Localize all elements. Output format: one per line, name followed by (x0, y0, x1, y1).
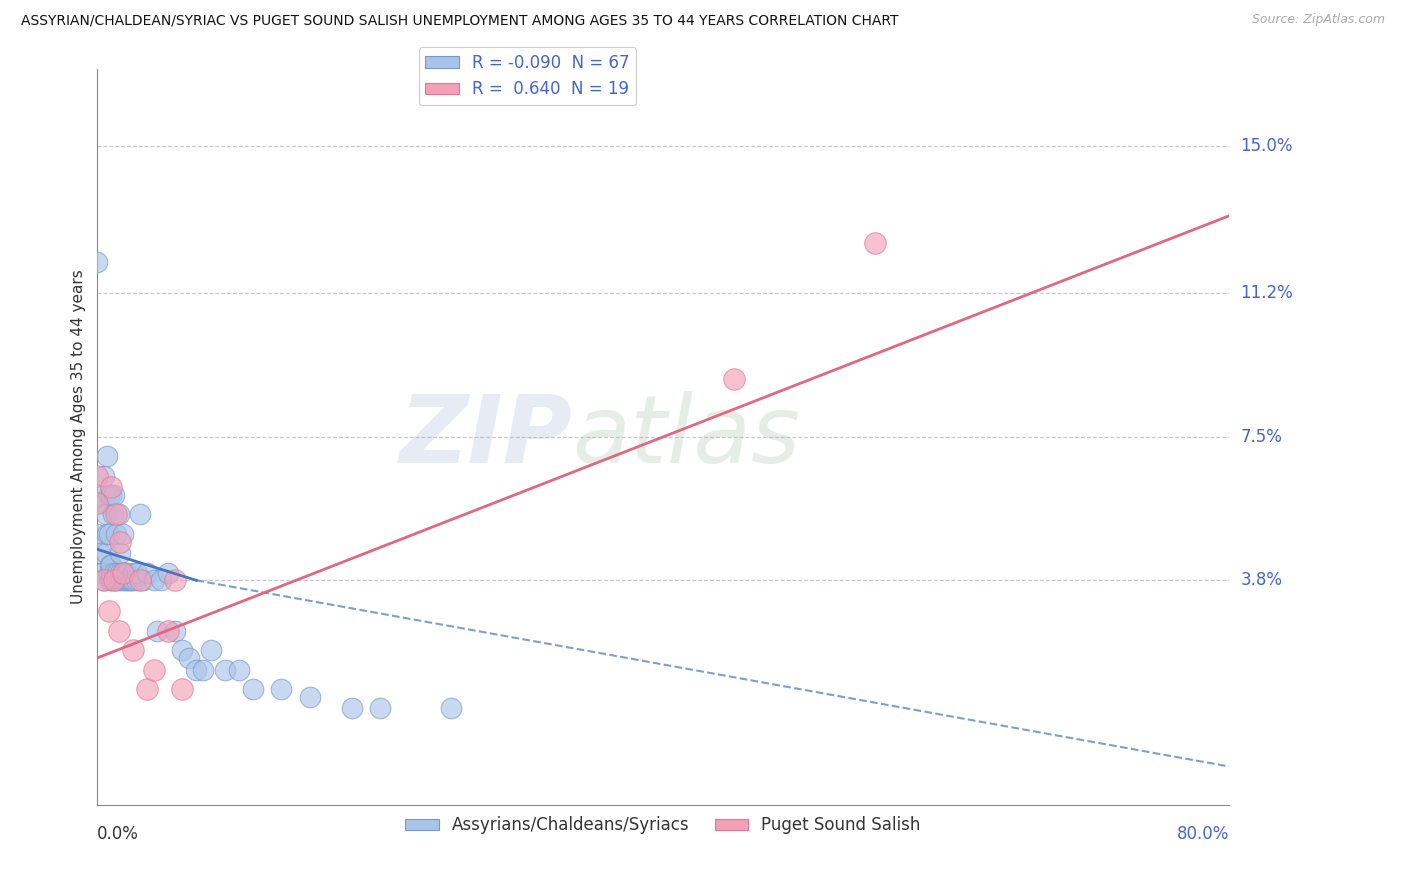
Point (179, 651, 201, 665)
Point (93, 496, 115, 510)
Point (94, 508, 117, 522)
Point (112, 574, 135, 588)
Point (118, 574, 141, 588)
Point (104, 526, 127, 541)
Text: 3.8%: 3.8% (1240, 572, 1282, 590)
Text: 11.2%: 11.2% (1240, 285, 1294, 302)
Point (93, 574, 115, 588)
Point (108, 566, 131, 580)
Point (298, 690, 321, 704)
Point (104, 574, 127, 588)
Point (111, 566, 134, 580)
Point (172, 681, 194, 696)
Point (186, 663, 208, 677)
Point (108, 546, 131, 560)
Point (96, 526, 118, 541)
Point (165, 624, 187, 638)
Point (150, 574, 173, 588)
Point (172, 643, 194, 657)
Point (98, 558, 121, 572)
Point (135, 566, 157, 580)
Point (97, 526, 120, 541)
Point (89, 546, 111, 560)
Point (142, 663, 165, 677)
Point (107, 508, 129, 522)
Point (100, 480, 122, 494)
Point (270, 681, 292, 696)
Point (86, 255, 108, 269)
Point (135, 681, 157, 696)
Point (121, 566, 143, 580)
Point (103, 574, 125, 588)
Text: 80.0%: 80.0% (1177, 824, 1229, 843)
Point (100, 558, 122, 572)
Point (114, 566, 136, 580)
Y-axis label: Unemployment Among Ages 35 to 44 years: Unemployment Among Ages 35 to 44 years (72, 269, 86, 604)
Point (145, 624, 167, 638)
Point (157, 566, 180, 580)
Point (103, 574, 125, 588)
Point (111, 566, 134, 580)
Point (103, 488, 125, 502)
Text: ASSYRIAN/CHALDEAN/SYRIAC VS PUGET SOUND SALISH UNEMPLOYMENT AMONG AGES 35 TO 44 : ASSYRIAN/CHALDEAN/SYRIAC VS PUGET SOUND … (21, 13, 898, 28)
Point (90, 566, 112, 580)
Point (100, 574, 122, 588)
Point (108, 534, 131, 549)
Point (131, 574, 153, 588)
Point (157, 624, 180, 638)
Point (125, 566, 148, 580)
Point (107, 624, 129, 638)
Point (107, 574, 129, 588)
Point (865, 235, 887, 250)
Point (128, 574, 150, 588)
Point (104, 508, 127, 522)
Text: 7.5%: 7.5% (1240, 428, 1282, 446)
Point (110, 574, 132, 588)
Point (228, 663, 250, 677)
Point (98, 574, 121, 588)
Point (128, 508, 150, 522)
Point (214, 663, 236, 677)
Text: 15.0%: 15.0% (1240, 137, 1292, 155)
Point (94, 546, 117, 560)
Point (111, 526, 134, 541)
Point (193, 663, 215, 677)
Point (124, 574, 146, 588)
Point (120, 574, 142, 588)
Point (105, 566, 128, 580)
Point (97, 604, 120, 618)
Point (86, 468, 108, 483)
Point (440, 701, 463, 715)
Point (121, 643, 143, 657)
Point (165, 574, 187, 588)
Point (100, 566, 122, 580)
Point (93, 468, 115, 483)
Point (103, 566, 125, 580)
Point (97, 566, 120, 580)
Point (340, 701, 363, 715)
Point (723, 372, 745, 386)
Point (117, 574, 139, 588)
Point (368, 701, 391, 715)
Point (114, 574, 136, 588)
Point (96, 450, 118, 464)
Point (242, 681, 264, 696)
Point (200, 643, 222, 657)
Point (91, 574, 114, 588)
Point (86, 488, 108, 502)
Legend: Assyrians/Chaldeans/Syriacs, Puget Sound Salish: Assyrians/Chaldeans/Syriacs, Puget Sound… (399, 810, 928, 841)
Text: atlas: atlas (572, 392, 801, 483)
Point (86, 496, 108, 510)
Point (115, 566, 138, 580)
Point (121, 574, 143, 588)
Point (101, 508, 124, 522)
Point (86, 526, 108, 541)
Point (142, 574, 165, 588)
Text: ZIP: ZIP (399, 391, 572, 483)
Point (100, 488, 122, 502)
Point (97, 488, 120, 502)
Text: 0.0%: 0.0% (97, 824, 139, 843)
Text: Source: ZipAtlas.com: Source: ZipAtlas.com (1251, 13, 1385, 27)
